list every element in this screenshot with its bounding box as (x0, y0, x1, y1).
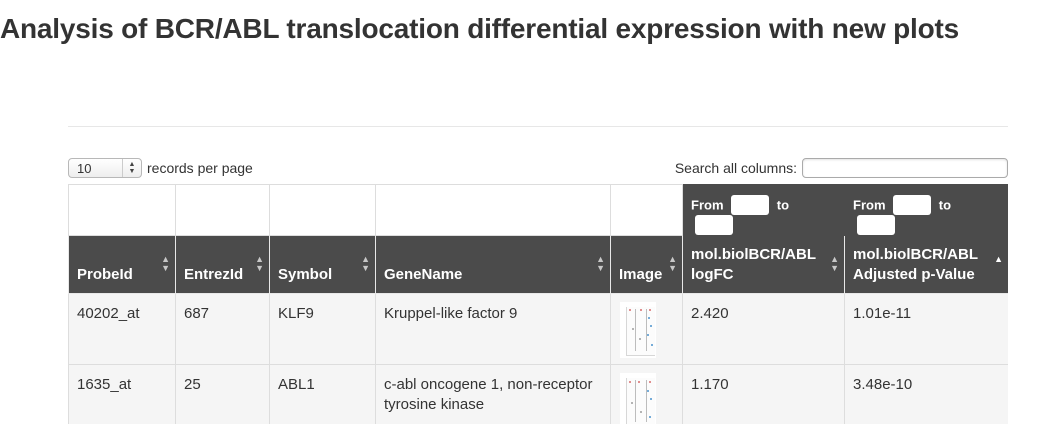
adjusted-p-to-label: to (938, 197, 952, 213)
adjusted-p-range-filter: From to (844, 184, 1008, 236)
results-table-container: From to From to ProbeId ▲ ▼ (68, 184, 1008, 424)
sort-icon: ▲ ▼ (361, 254, 370, 273)
plot-point (649, 416, 651, 418)
search-input[interactable] (802, 158, 1008, 178)
empty-filter-cell-symbol (269, 184, 376, 236)
probe-id-cell: 40202_at (68, 293, 176, 365)
plot-point (649, 381, 651, 383)
column-header-image[interactable]: Image ▲ ▼ (610, 235, 683, 294)
plot-point (647, 390, 649, 392)
image-cell (610, 293, 683, 365)
search-label: Search all columns: (674, 160, 797, 176)
records-per-page-select[interactable]: 10 ▲ ▼ (68, 158, 142, 178)
column-header-label: GeneName (384, 266, 463, 283)
plot-thumbnail[interactable] (620, 302, 656, 358)
plot-frame (626, 307, 655, 356)
column-header-logfc[interactable]: mol.biolBCR/ABL logFC ▲ ▼ (682, 235, 845, 294)
adjusted-p-from-input[interactable] (893, 195, 932, 215)
logfc-cell: 2.420 (682, 293, 845, 365)
column-header-label: EntrezId (184, 266, 244, 283)
records-per-page-label: records per page (147, 160, 253, 176)
plot-point (631, 402, 633, 404)
empty-filter-cell-entrezid (175, 184, 270, 236)
symbol-cell: ABL1 (269, 364, 376, 424)
logfc-to-input[interactable] (695, 215, 733, 235)
sort-icon: ▲ ▼ (161, 254, 170, 273)
empty-filter-cell-probeid (68, 184, 176, 236)
gene-name-cell: Kruppel-like factor 9 (375, 293, 611, 365)
records-per-page-value: 10 (77, 160, 92, 176)
records-per-page-control: 10 ▲ ▼ records per page (68, 157, 253, 179)
plot-frame (626, 378, 655, 424)
select-down-icon: ▼ (128, 168, 136, 175)
sort-icon: ▲ ▼ (596, 254, 605, 273)
column-header-label: ProbeId (77, 266, 133, 283)
sort-icon: ▲ ▼ (668, 254, 677, 273)
plot-point (639, 338, 641, 340)
empty-filter-cell-image (610, 184, 683, 236)
table-header-row: ProbeId ▲ ▼ EntrezId ▲ ▼ Symbol ▲ ▼ GeneNam… (68, 235, 1008, 294)
column-header-genename[interactable]: GeneName ▲ ▼ (375, 235, 611, 294)
entrez-id-cell: 25 (175, 364, 270, 424)
entrez-id-cell: 687 (175, 293, 270, 365)
column-header-label: mol.biolBCR/ABL Adjusted p-Value (853, 246, 978, 283)
column-header-entrezid[interactable]: EntrezId ▲ ▼ (175, 235, 270, 294)
plot-point (638, 381, 640, 383)
column-header-probeid[interactable]: ProbeId ▲ ▼ (68, 235, 176, 294)
plot-point (650, 325, 652, 327)
logfc-to-label: to (776, 197, 790, 213)
divider (68, 126, 1008, 127)
symbol-cell: KLF9 (269, 293, 376, 365)
plot-point (629, 381, 631, 383)
plot-point (650, 398, 652, 400)
plot-point (629, 309, 631, 311)
column-header-label: Image (619, 266, 663, 283)
sort-icon: ▲ ▼ (255, 254, 264, 273)
plot-point (648, 317, 650, 319)
plot-point (649, 309, 651, 311)
logfc-cell: 1.170 (682, 364, 845, 424)
adjusted-p-value-cell: 1.01e-11 (844, 293, 1008, 365)
empty-filter-cell-genename (375, 184, 611, 236)
plot-thumbnail[interactable] (620, 373, 656, 424)
column-header-symbol[interactable]: Symbol ▲ ▼ (269, 235, 376, 294)
table-row: 40202_at 687 KLF9 Kruppel-like factor 9 (68, 293, 1008, 365)
sort-ascending-icon: ▲ (994, 254, 1003, 264)
select-arrows-icon: ▲ ▼ (122, 159, 141, 177)
plot-divider (635, 309, 636, 351)
logfc-range-filter: From to (682, 184, 845, 236)
adjusted-p-value-cell: 3.48e-10 (844, 364, 1008, 424)
probe-id-cell: 1635_at (68, 364, 176, 424)
column-filter-row: From to From to (68, 184, 1008, 236)
results-table: From to From to ProbeId ▲ ▼ (68, 184, 1008, 424)
page-title: Analysis of BCR/ABL translocation differ… (0, 13, 960, 44)
table-row: 1635_at 25 ABL1 c-abl oncogene 1, non-re… (68, 364, 1008, 424)
plot-point (651, 344, 653, 346)
column-header-label: mol.biolBCR/ABL logFC (691, 246, 816, 283)
adjusted-p-from-label: From (853, 197, 886, 213)
search-control: Search all columns: (675, 156, 1008, 180)
plot-point (640, 309, 642, 311)
select-up-icon: ▲ (128, 161, 136, 168)
plot-divider (635, 380, 636, 422)
gene-name-cell: c-abl oncogene 1, non-receptor tyrosine … (375, 364, 611, 424)
logfc-from-label: From (691, 197, 724, 213)
plot-divider (646, 309, 647, 351)
plot-divider (646, 380, 647, 422)
column-header-adjusted-p-value[interactable]: mol.biolBCR/ABL Adjusted p-Value ▲ (844, 235, 1008, 294)
adjusted-p-to-input[interactable] (857, 215, 895, 235)
sort-icon: ▲ ▼ (830, 254, 839, 273)
plot-point (647, 334, 649, 336)
plot-point (640, 411, 642, 413)
image-cell (610, 364, 683, 424)
column-header-label: Symbol (278, 266, 333, 283)
logfc-from-input[interactable] (731, 195, 770, 215)
plot-point (632, 328, 634, 330)
